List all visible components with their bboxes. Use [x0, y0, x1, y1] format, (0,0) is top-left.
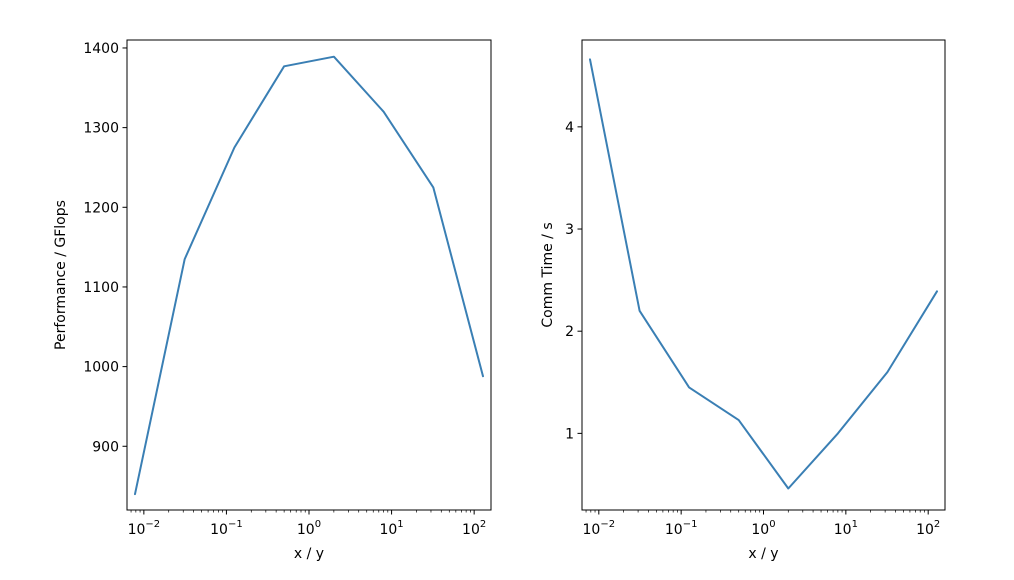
- x-axis-ticks: 10−2 10−1 100 101 102: [128, 510, 486, 538]
- x-axis-label: x / y: [748, 546, 778, 562]
- x-tick-label: 10−2: [583, 519, 616, 538]
- x-tick-label: 10−2: [128, 519, 161, 538]
- performance-chart: 10−2 10−1 100 101 102 900 1000 1100 1200 1300 140…: [53, 39, 492, 562]
- x-tick-label: 101: [834, 519, 858, 538]
- y-tick-label: 1000: [83, 360, 119, 376]
- comm-time-chart: 10−2 10−1 100 101 102 1 2 3 4 x / y Comm Time /…: [540, 39, 946, 562]
- x-minor-ticks: [130, 510, 471, 513]
- x-minor-ticks: [585, 510, 925, 513]
- y-tick-label: 2: [565, 324, 574, 340]
- x-tick-label: 102: [916, 519, 940, 538]
- x-tick-label: 100: [297, 519, 321, 538]
- y-tick-label: 4: [565, 120, 574, 136]
- y-axis-label: Comm Time / s: [540, 222, 556, 327]
- y-tick-label: 1200: [83, 200, 119, 216]
- y-tick-label: 1300: [83, 121, 119, 137]
- y-tick-label: 1: [565, 426, 574, 442]
- x-tick-label: 101: [379, 519, 403, 538]
- y-axis-ticks: 900 1000 1100 1200 1300 1400: [83, 41, 127, 455]
- performance-series-line: [134, 55, 484, 496]
- x-tick-label: 10−1: [210, 519, 243, 538]
- y-tick-label: 900: [92, 439, 119, 455]
- y-tick-label: 1100: [83, 280, 119, 296]
- x-tick-label: 100: [751, 519, 775, 538]
- x-axis-label: x / y: [294, 546, 324, 562]
- x-axis-ticks: 10−2 10−1 100 101 102: [583, 510, 940, 538]
- y-tick-label: 3: [565, 222, 574, 238]
- x-tick-label: 102: [462, 519, 486, 538]
- y-tick-label: 1400: [83, 41, 119, 57]
- plot-area: [581, 39, 946, 511]
- y-axis-label: Performance / GFlops: [53, 200, 69, 350]
- y-axis-ticks: 1 2 3 4: [565, 120, 582, 442]
- comm-time-series-line: [589, 58, 938, 490]
- x-tick-label: 10−1: [665, 519, 698, 538]
